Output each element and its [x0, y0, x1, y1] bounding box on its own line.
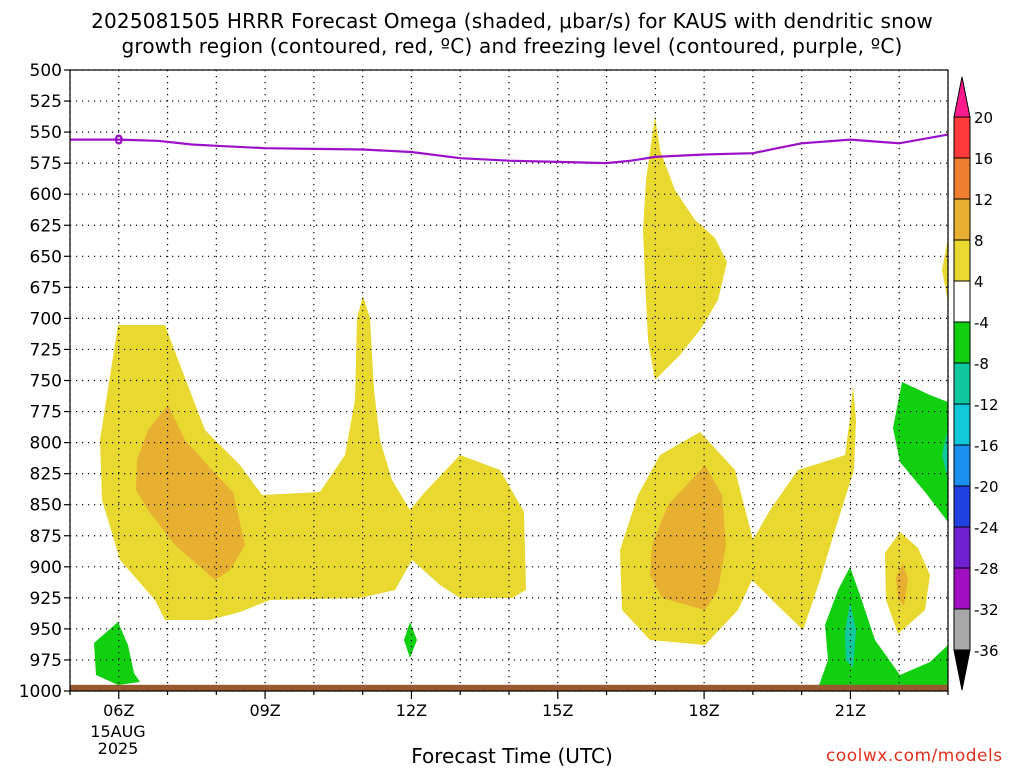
y-tick-label: 650: [30, 247, 62, 267]
colorbar-box: [953, 157, 971, 200]
colorbar-box: [953, 403, 971, 446]
omega-region-green-2: [404, 622, 417, 658]
y-tick-label: 575: [30, 154, 62, 174]
colorbar-label: -36: [974, 642, 999, 660]
x-tick-label: 09Z: [249, 701, 280, 720]
colorbar-box: [953, 567, 971, 610]
y-tick-label: 925: [30, 589, 62, 609]
colorbar-label: 8: [974, 232, 984, 250]
freezing-level-line: [70, 133, 949, 165]
colorbar-top-arrow: [953, 76, 971, 118]
y-tick-label: 1000: [19, 682, 62, 702]
colorbar-label: 20: [974, 109, 993, 127]
chart-title-line1: 2025081505 HRRR Forecast Omega (shaded, …: [91, 9, 933, 33]
y-tick-label: 950: [30, 620, 62, 640]
colorbar-box: [953, 321, 971, 364]
omega-region-yellow-5: [942, 238, 948, 302]
colorbar-label: -32: [974, 601, 999, 619]
y-tick-label: 975: [30, 651, 62, 671]
colorbar-box: [953, 280, 971, 323]
colorbar-label: -20: [974, 478, 999, 496]
colorbar-box: [953, 485, 971, 528]
y-tick-label: 875: [30, 527, 62, 547]
colorbar-label: -8: [974, 355, 989, 373]
colorbar-label: 16: [974, 150, 993, 168]
y-tick-label: 850: [30, 496, 62, 516]
colorbar-label: 12: [974, 191, 993, 209]
x-tick-label: 21Z: [835, 701, 866, 720]
x-tick-label: 18Z: [688, 701, 719, 720]
omega-region-teal-2: [942, 428, 948, 480]
ground-layer: [70, 684, 948, 691]
omega-region-orange-2: [650, 465, 726, 610]
x-tick-label: 15Z: [542, 701, 573, 720]
x-axis: 06Z 09Z 12Z 15Z 18Z 21Z: [69, 691, 949, 720]
y-tick-label: 675: [30, 278, 62, 298]
y-tick-label: 800: [30, 434, 62, 454]
y-axis: 500 525 550 575 600 625 650 675 700 725 750 775 800 8…: [19, 61, 70, 702]
freezing-level-label: 0: [114, 134, 123, 149]
colorbar-label: -24: [974, 519, 999, 537]
colorbar-bottom-arrow: [953, 649, 971, 691]
omega-region-green-1: [94, 622, 140, 685]
ground-strip: [70, 684, 948, 691]
y-tick-label: 600: [30, 185, 62, 205]
y-tick-label: 775: [30, 403, 62, 423]
colorbar: 20 16 12 8 4 -4 -8 -12 -16 -20 -24 -28 -32 -36: [953, 76, 999, 691]
y-tick-label: 700: [30, 309, 62, 329]
credit-link[interactable]: coolwx.com/models: [826, 746, 1003, 766]
y-tick-label: 500: [30, 61, 62, 81]
freezing-level-group: 0: [70, 133, 949, 165]
colorbar-label: -12: [974, 396, 999, 414]
colorbar-label: 4: [974, 273, 984, 291]
colorbar-box: [953, 239, 971, 282]
date-year-label: 2025: [98, 739, 139, 758]
colorbar-label: -4: [974, 314, 989, 332]
y-tick-label: 725: [30, 340, 62, 360]
chart-title-line2: growth region (contoured, red, ºC) and f…: [121, 34, 903, 58]
colorbar-label: -16: [974, 437, 999, 455]
y-tick-label: 550: [30, 123, 62, 143]
y-tick-label: 525: [30, 92, 62, 112]
x-tick-label: 06Z: [103, 701, 134, 720]
omega-region-yellow-2: [643, 116, 727, 380]
colorbar-box: [953, 608, 971, 651]
omega-region-green-4: [893, 382, 948, 522]
y-tick-label: 750: [30, 372, 62, 392]
omega-region-orange-3: [896, 563, 908, 606]
y-tick-label: 825: [30, 465, 62, 485]
colorbar-box: [953, 116, 971, 159]
date-day-label: 15AUG: [90, 722, 145, 741]
y-tick-label: 625: [30, 216, 62, 236]
y-tick-label: 900: [30, 558, 62, 578]
omega-region-orange-1: [136, 405, 245, 580]
colorbar-box: [953, 198, 971, 241]
x-axis-label: Forecast Time (UTC): [411, 744, 613, 768]
colorbar-box: [953, 444, 971, 487]
colorbar-box: [953, 526, 971, 569]
colorbar-box: [953, 362, 971, 405]
x-tick-label: 12Z: [396, 701, 427, 720]
colorbar-label: -28: [974, 560, 999, 578]
